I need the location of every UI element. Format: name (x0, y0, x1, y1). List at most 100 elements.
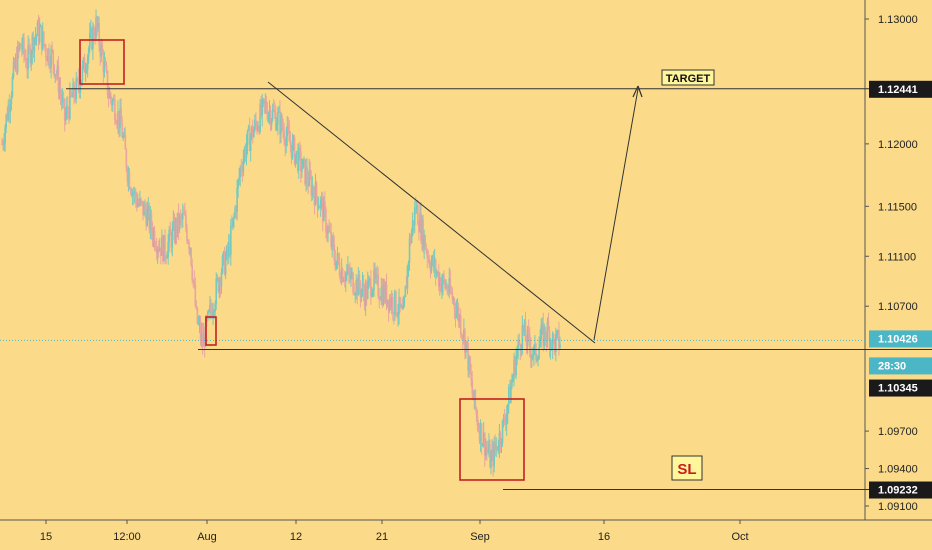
y-tick-label: 1.11100 (878, 251, 916, 263)
candle-body (283, 131, 285, 142)
candle-body (33, 38, 36, 52)
candle-body (366, 281, 369, 299)
candle-body (210, 305, 212, 312)
candle-body (73, 83, 75, 97)
candle-body (81, 65, 84, 80)
candle-body (525, 339, 528, 346)
candle-body (386, 299, 389, 306)
candle-body (399, 296, 401, 308)
candle-body (212, 312, 214, 318)
candle-body (214, 304, 216, 312)
candle-body (496, 445, 499, 450)
candle-body (68, 111, 70, 119)
candle-body (487, 449, 489, 453)
candle-body (371, 293, 373, 297)
candle-body (128, 172, 131, 189)
candle-body (241, 170, 244, 172)
candle-body (185, 215, 187, 228)
price-badge (869, 80, 932, 98)
candle-body (143, 204, 145, 216)
candle-body (488, 444, 490, 453)
candle-body (242, 159, 245, 172)
candle-body (453, 299, 456, 310)
candle-body (57, 66, 60, 92)
candle-body (542, 323, 545, 346)
candle-body (253, 129, 255, 138)
candle-body (440, 278, 442, 292)
highlight-box-low[interactable] (205, 316, 217, 346)
candle-body (215, 278, 218, 305)
candle-body (32, 35, 35, 52)
candle-body (513, 359, 515, 377)
highlight-box-top[interactable] (79, 39, 125, 85)
candle-body (532, 355, 534, 357)
candle-body (498, 432, 501, 450)
candle-body (294, 154, 297, 164)
candle-body (428, 258, 431, 266)
candle-body (324, 201, 326, 210)
price-badge (869, 330, 932, 348)
candle-body (296, 150, 299, 171)
candle-body (62, 98, 65, 100)
candle-body (184, 213, 186, 216)
sl-label: SL (671, 455, 703, 481)
candle-body (246, 129, 249, 145)
candle-body (546, 322, 549, 341)
candle-body (27, 45, 29, 70)
candle-body (173, 220, 176, 241)
candle-body (445, 285, 447, 288)
candle-body (90, 28, 92, 34)
candle-body (265, 101, 268, 112)
candle-body (521, 325, 524, 349)
candle-body (86, 56, 89, 70)
candle-body (198, 323, 201, 325)
candle-body (457, 307, 460, 322)
candle-body (200, 332, 203, 340)
candle-body (255, 119, 257, 124)
candle-body (319, 199, 322, 208)
candle-body (180, 216, 183, 220)
candle-body (28, 45, 30, 48)
y-axis-ticks: 1.13000 1.12000 1.11500 1.11100 1.10700 1.097… (865, 14, 918, 513)
projection-arrow-line[interactable] (593, 88, 639, 341)
candle-body (281, 116, 283, 129)
highlight-box-bottom[interactable] (459, 398, 525, 481)
x-tick-label: 16 (598, 531, 610, 543)
candle-body (384, 283, 387, 301)
candle-body (553, 339, 556, 353)
candle-body (40, 25, 43, 50)
candle-body (301, 168, 303, 172)
candle-body (165, 257, 167, 259)
candle-body (549, 340, 552, 350)
descending-trendline[interactable] (267, 81, 596, 344)
candle-body (227, 242, 230, 256)
candle-body (243, 148, 246, 160)
candle-body (161, 236, 163, 256)
x-tick-label: 12 (290, 531, 302, 543)
candle-body (268, 110, 271, 114)
candle-body (333, 244, 336, 260)
candle-body (211, 311, 213, 318)
target-label: TARGET (661, 69, 715, 86)
candle-body (178, 215, 181, 230)
candle-body (59, 87, 62, 96)
candle-body (557, 330, 559, 332)
candle-body (411, 220, 414, 232)
candle-body (556, 331, 558, 335)
candle-body (221, 256, 224, 273)
candle-body (162, 236, 164, 262)
candle-body (449, 278, 452, 292)
candle-body (359, 288, 362, 297)
candle-body (335, 260, 338, 269)
candle-body (52, 50, 55, 65)
candle-body (316, 196, 319, 209)
candle-body (190, 248, 192, 266)
candle-body (117, 111, 119, 124)
candle-body (419, 213, 421, 232)
candle-body (480, 423, 483, 447)
candle-body (276, 124, 278, 130)
candle-body (375, 273, 377, 278)
candle-body (187, 240, 189, 243)
candle-body (357, 274, 360, 296)
